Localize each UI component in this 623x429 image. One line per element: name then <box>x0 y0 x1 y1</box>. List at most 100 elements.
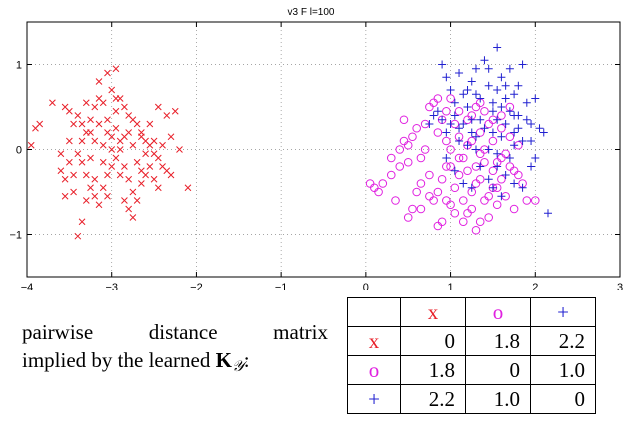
point-o <box>471 179 481 188</box>
point-o <box>370 183 379 193</box>
point-plus <box>497 73 506 82</box>
point-o <box>386 153 396 163</box>
point-plus <box>463 86 472 94</box>
point-plus <box>531 154 540 162</box>
point-o <box>433 187 443 197</box>
point-o <box>403 157 413 167</box>
point-o <box>454 153 464 163</box>
point-o <box>442 106 451 116</box>
point-plus <box>463 141 472 150</box>
point-plus <box>505 107 514 116</box>
point-o <box>480 196 489 205</box>
distance-matrix: x o + x 0 1.8 2.2 o 1.8 0 1.0 + 2.2 1.0 … <box>347 297 596 414</box>
point-o <box>488 166 498 176</box>
point-o <box>420 145 430 154</box>
matrix-cell: 2.2 <box>530 326 596 356</box>
point-plus <box>539 128 548 137</box>
point-x <box>154 103 162 111</box>
point-o <box>408 204 417 214</box>
x-tick-label: 1 <box>448 282 454 290</box>
point-x <box>78 218 86 226</box>
point-plus <box>467 77 476 86</box>
point-x <box>129 141 137 149</box>
x-tick-label: −1 <box>275 282 288 290</box>
point-plus <box>518 183 527 192</box>
point-plus <box>442 73 451 82</box>
point-plus <box>467 128 476 137</box>
point-x <box>87 184 94 192</box>
point-x <box>87 116 94 124</box>
point-x <box>82 99 90 107</box>
matrix-cell: 0 <box>530 384 596 414</box>
point-plus <box>501 81 510 90</box>
caption: pairwise distance matrix implied by the … <box>22 318 328 376</box>
caption-line-1: pairwise distance matrix <box>22 320 328 344</box>
point-x <box>108 146 116 153</box>
matrix-header-row: x o + <box>347 297 596 327</box>
point-plus <box>450 98 459 107</box>
point-x <box>112 107 120 115</box>
point-plus <box>425 120 434 128</box>
point-x <box>91 103 99 111</box>
point-plus <box>471 145 480 154</box>
point-x <box>74 112 82 119</box>
point-o <box>497 111 506 120</box>
point-plus <box>531 94 540 103</box>
point-plus <box>514 124 523 133</box>
point-x <box>129 188 137 196</box>
point-x <box>91 137 99 145</box>
point-plus <box>463 103 472 111</box>
point-x <box>95 201 103 209</box>
point-x <box>70 120 77 128</box>
point-plus <box>522 115 531 124</box>
point-x <box>91 192 99 200</box>
point-x <box>112 65 120 73</box>
point-o <box>475 149 485 159</box>
point-o <box>412 187 421 197</box>
point-x <box>49 99 56 107</box>
point-plus <box>446 86 455 94</box>
point-o <box>442 196 451 205</box>
point-x <box>112 124 120 132</box>
point-x <box>91 175 99 183</box>
point-plus <box>543 209 552 218</box>
point-o <box>509 166 519 176</box>
point-o <box>378 179 388 188</box>
point-o <box>488 136 498 146</box>
series-3 <box>425 43 552 218</box>
point-plus <box>476 94 485 103</box>
point-plus <box>535 124 544 133</box>
point-plus <box>497 132 506 141</box>
point-x <box>146 120 154 128</box>
point-x <box>78 120 86 128</box>
point-plus <box>501 120 510 128</box>
point-o <box>433 128 443 137</box>
point-o <box>463 166 472 176</box>
point-x <box>95 120 103 128</box>
point-plus <box>527 137 536 145</box>
point-x <box>116 146 124 153</box>
point-o <box>429 196 438 205</box>
point-o <box>463 208 472 218</box>
matrix-cell: 1.0 <box>530 355 596 385</box>
matrix-row-x: x 0 1.8 2.2 <box>347 326 596 356</box>
grid <box>27 22 620 277</box>
point-plus <box>438 115 447 124</box>
point-x <box>99 99 107 107</box>
matrix-cell: 0 <box>465 355 531 385</box>
point-plus <box>446 120 455 128</box>
matrix-row-label-x: x <box>347 326 401 356</box>
point-o <box>514 170 523 180</box>
point-plus <box>488 107 497 116</box>
point-plus <box>467 115 476 124</box>
point-x <box>171 107 179 115</box>
y-tick-label: −1 <box>9 230 22 242</box>
point-o <box>530 196 540 205</box>
point-x <box>108 86 116 94</box>
point-plus <box>518 60 527 69</box>
point-o <box>471 225 481 235</box>
point-o <box>386 170 396 180</box>
point-o <box>458 217 468 227</box>
point-o <box>437 174 447 184</box>
point-o <box>399 136 409 146</box>
